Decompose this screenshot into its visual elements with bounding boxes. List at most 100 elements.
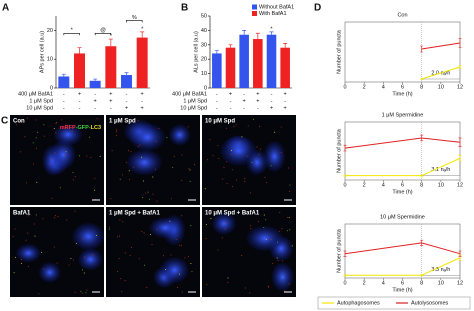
puncta [291,245,293,247]
puncta [42,218,44,220]
rate-label: 3.3 nₐ/h [431,267,450,273]
puncta [221,237,223,239]
puncta [266,181,268,183]
x-tick-label: 2 [363,280,366,286]
puncta [28,215,30,217]
bar [266,34,277,88]
puncta [231,169,233,171]
puncta [54,215,56,217]
chart-title: Con [397,12,407,18]
stain-label: Hoechst [79,118,101,124]
puncta [108,228,110,230]
reporter-label: mRFP-GFP-LC3 [60,125,101,131]
puncta [83,272,85,274]
puncta [133,213,135,215]
nucleus [130,123,165,151]
puncta [258,153,260,155]
x-tick-label: 10 [438,280,444,286]
x-tick-label: 10 [438,84,444,90]
significance-label: * [270,26,273,32]
series-line [345,257,461,276]
bar [212,53,222,88]
condition-mark: + [256,98,259,104]
significance-label: % [132,15,137,21]
puncta [158,127,160,129]
condition-mark: + [109,91,112,97]
bar [239,34,249,88]
puncta [210,218,212,220]
puncta [110,198,112,200]
condition-mark: + [284,105,287,111]
significance-bracket [126,20,143,23]
puncta [65,151,67,153]
puncta [122,221,124,223]
puncta [151,243,153,245]
y-axis-label: Number of puncta [336,228,342,273]
bar [253,39,263,88]
y-axis-label: ALs per cell (a.u) [193,31,199,73]
puncta [96,235,98,237]
puncta [289,190,291,192]
condition-label: 400 μM BafA1 [172,91,207,97]
puncta [282,277,284,279]
puncta [247,125,249,127]
puncta [191,271,193,273]
bar [121,75,132,88]
nucleus [169,124,191,146]
img-label: Con [13,119,25,125]
puncta [72,171,74,173]
puncta [166,137,168,139]
puncta [74,210,76,212]
img-label: 1 μM Spd + BafA1 [109,211,161,217]
nucleus [263,141,286,172]
puncta [235,124,237,126]
x-tick-label: 10 [438,182,444,188]
condition-mark: + [229,91,232,97]
puncta [137,119,139,121]
bar [74,53,85,88]
bar [225,47,236,88]
nucleus [78,248,103,271]
condition-mark: - [94,91,96,97]
puncta [55,122,57,124]
error-bar [61,73,66,77]
puncta [152,193,154,195]
puncta [35,137,37,139]
puncta [250,228,252,230]
puncta [180,244,182,246]
legend-swatch [252,4,257,10]
puncta [108,226,110,228]
puncta [175,238,177,240]
nucleus [54,123,83,146]
y-axis-label: Number of puncta [336,29,342,74]
puncta [194,164,196,166]
puncta [119,235,121,237]
puncta [224,228,226,230]
y-axis-label: APs per cell (a.u) [39,31,45,73]
img-label: 10 μM Spd [205,119,235,125]
puncta [43,124,45,126]
nucleus [246,226,283,251]
y-tick-label: 30 [201,42,207,48]
puncta [111,150,113,152]
puncta [289,184,291,186]
puncta [142,196,144,198]
puncta [61,119,63,121]
puncta [149,234,151,236]
legend-label: Without BafA1 [259,4,294,10]
puncta [26,182,28,184]
x-tick-label: 12 [457,84,463,90]
puncta [54,217,56,219]
nucleus [16,244,41,263]
condition-mark: - [126,98,128,104]
puncta [244,178,246,180]
puncta [282,260,284,262]
condition-label: 1 μM Spd [183,98,207,104]
condition-mark: - [216,105,218,111]
puncta [14,228,16,230]
puncta [20,121,22,123]
condition-mark: + [109,98,112,104]
puncta [259,148,261,150]
significance-label: @ [100,28,106,34]
condition-mark: - [63,105,65,111]
